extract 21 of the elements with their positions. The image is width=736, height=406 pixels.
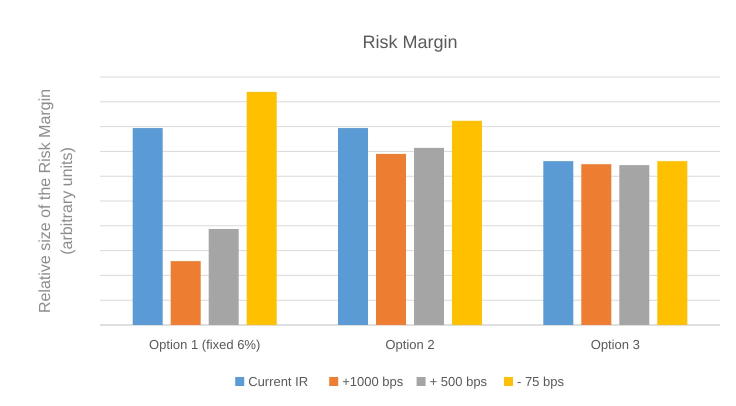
bar <box>657 161 688 325</box>
bar <box>376 154 406 325</box>
legend-label: +1000 bps <box>342 374 404 389</box>
bar <box>581 164 612 325</box>
legend-label: + 500 bps <box>430 374 488 389</box>
legend-label: Current IR <box>248 374 308 389</box>
bar <box>452 120 482 325</box>
x-tick-label: Option 3 <box>590 337 640 352</box>
bar <box>414 148 444 325</box>
bar <box>543 161 574 325</box>
y-axis-title: Relative size of the Risk Margin (arbitrary units) <box>37 88 76 314</box>
bar <box>619 165 650 325</box>
chart-title: Risk Margin <box>362 32 458 52</box>
bar <box>132 128 163 325</box>
bar <box>208 228 239 325</box>
legend-label: - 75 bps <box>517 374 564 389</box>
x-tick-label: Option 1 (fixed 6%) <box>149 337 260 352</box>
x-tick-label: Option 2 <box>385 337 435 352</box>
bar <box>170 261 201 325</box>
bar <box>338 128 368 325</box>
bar <box>246 92 277 325</box>
